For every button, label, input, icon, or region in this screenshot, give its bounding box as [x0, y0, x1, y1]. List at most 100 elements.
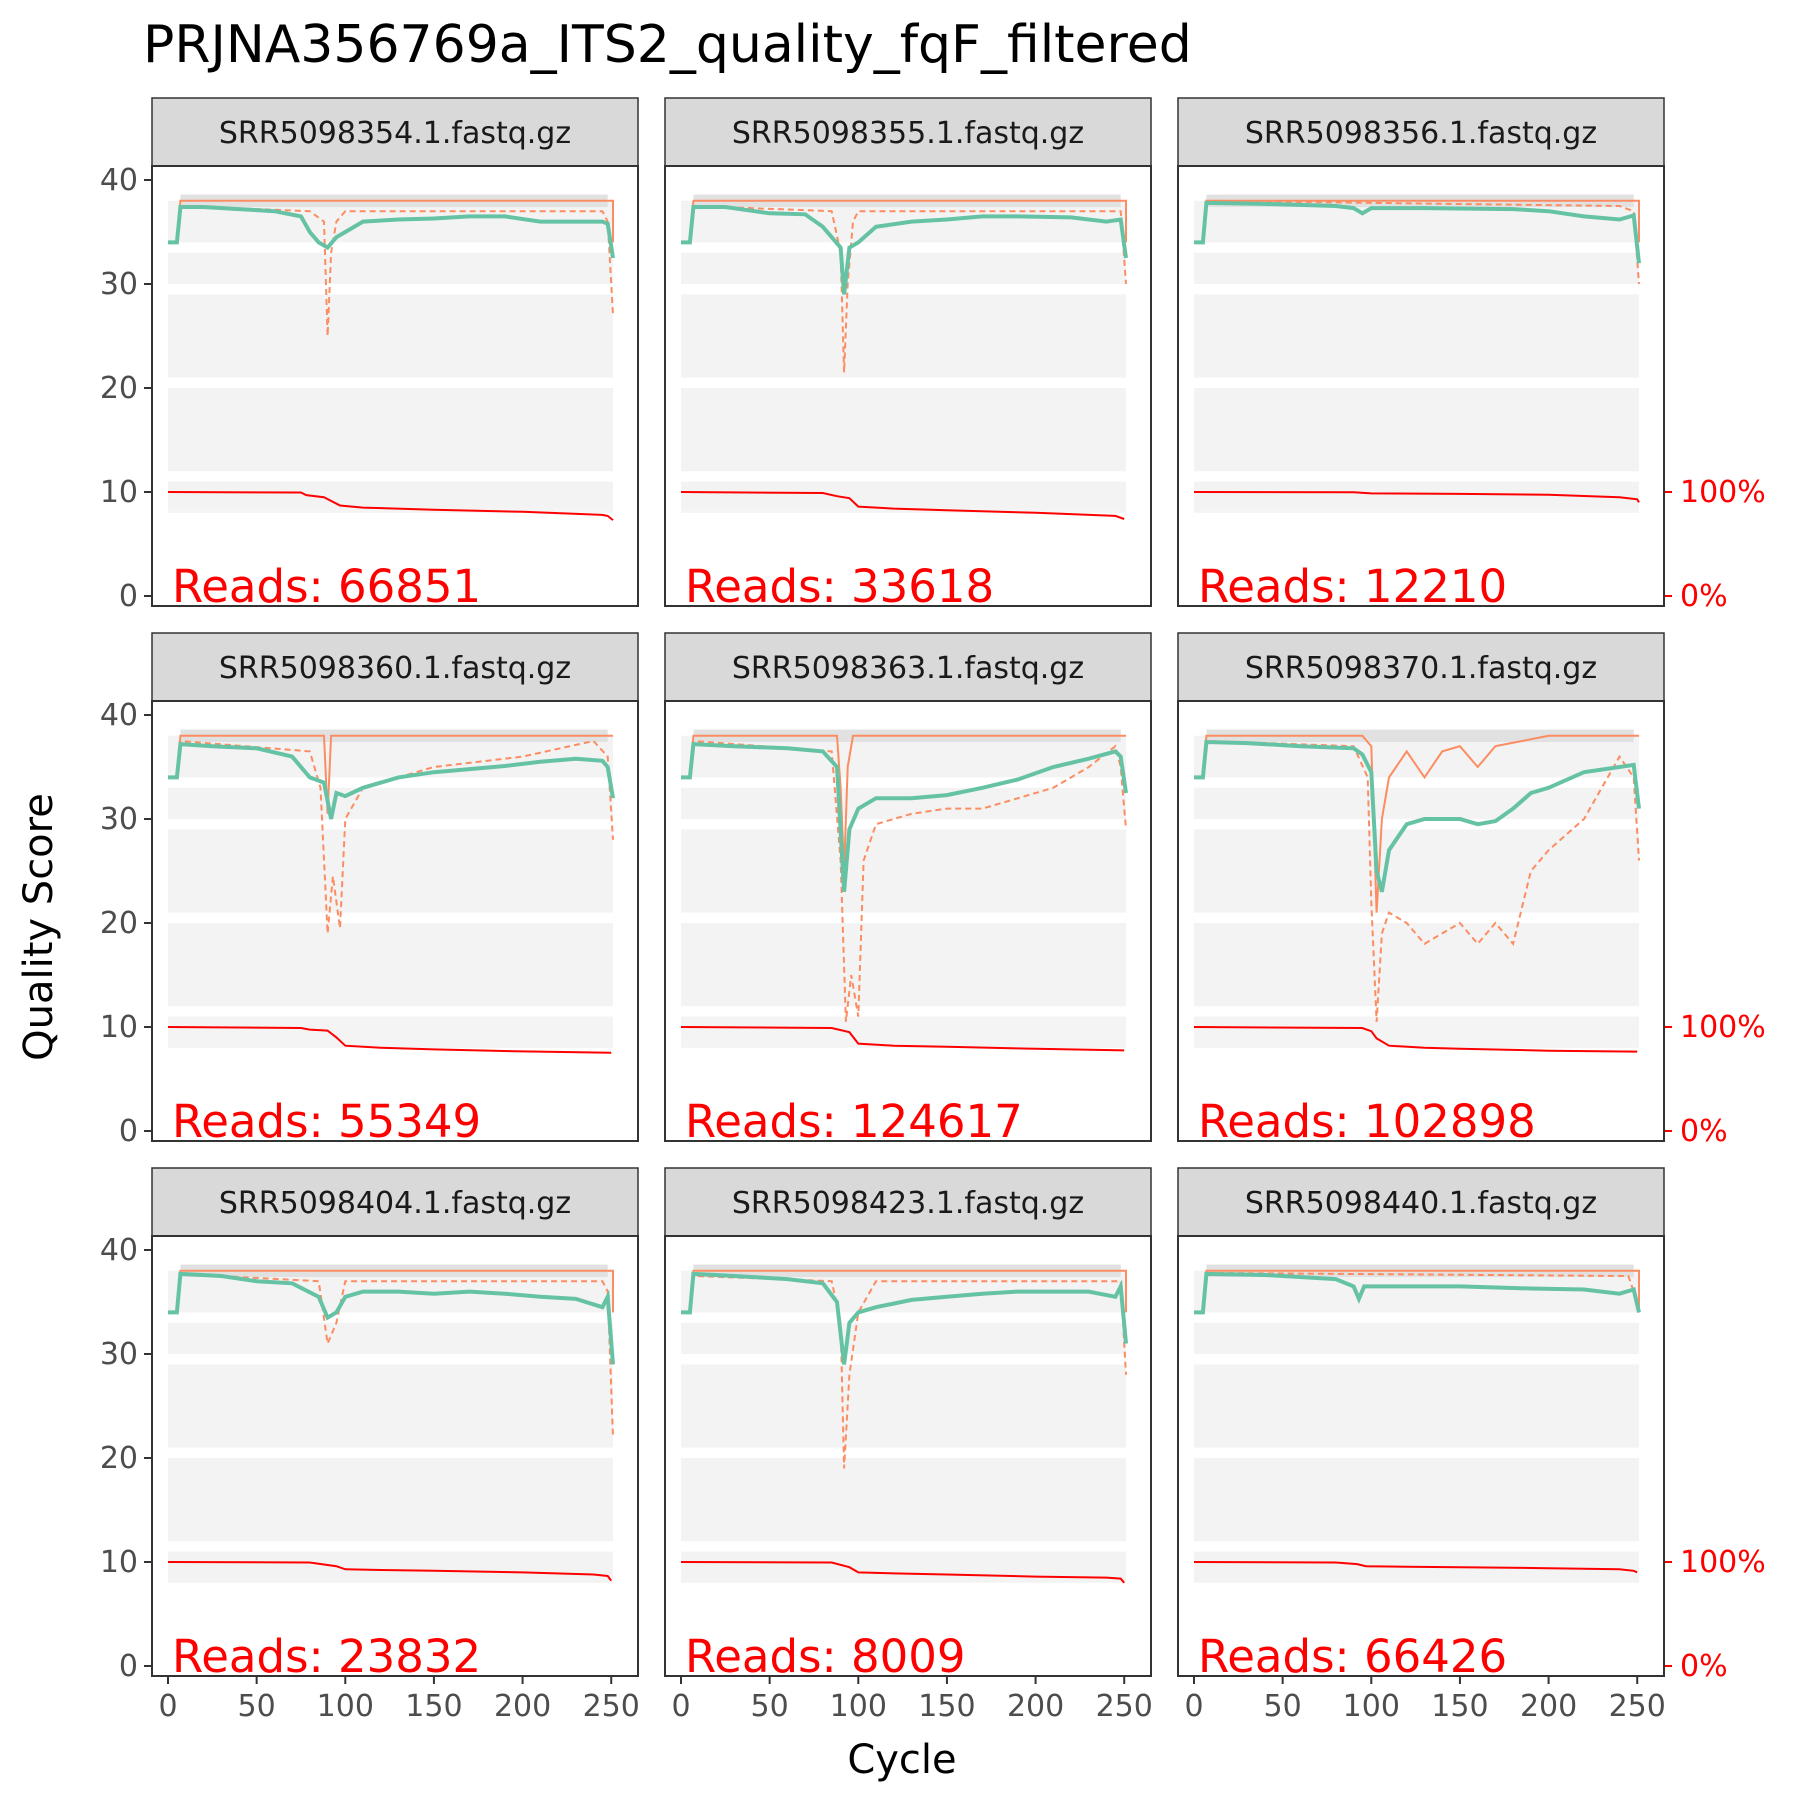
heatmap-band [168, 1551, 613, 1583]
y-tick-label: 20 [100, 906, 138, 941]
reads-count-label: Reads: 55349 [172, 1095, 481, 1148]
facet-panel-border [664, 1235, 1152, 1677]
heatmap-band [168, 787, 613, 819]
x-tick-label: 50 [1264, 1689, 1302, 1724]
x-tick-label: 100 [1343, 1689, 1400, 1724]
y-tick-label: 0 [119, 1649, 138, 1684]
y-tick-label: 40 [100, 1233, 138, 1268]
secondary-y-tick-label: 100% [1680, 475, 1766, 510]
facet-panel-border [1177, 700, 1665, 1142]
reads-count-label: Reads: 8009 [685, 1630, 966, 1683]
heatmap-band [168, 1322, 613, 1354]
y-tick-label: 10 [100, 1010, 138, 1045]
facet-strip [664, 632, 1152, 702]
heatmap-top-band [1206, 729, 1634, 743]
y-tick-label: 20 [100, 1441, 138, 1476]
q75-line [1194, 734, 1639, 913]
y-tick-label: 30 [100, 267, 138, 302]
secondary-y-tick-label: 0% [1680, 1114, 1728, 1149]
quality-heatmap [681, 1264, 1126, 1583]
facet-strip-label: SRR5098354.1.fastq.gz [219, 116, 571, 151]
facet-strip-label: SRR5098355.1.fastq.gz [732, 116, 1084, 151]
facet-panel-border [151, 165, 639, 607]
heatmap-band [681, 294, 1126, 378]
heatmap-band [168, 1458, 613, 1542]
q25-line [168, 739, 614, 934]
reads-count-label: Reads: 124617 [685, 1095, 1023, 1148]
facet-strip [1177, 97, 1665, 167]
heatmap-band [681, 735, 1126, 778]
facet-panel-border [151, 1235, 639, 1677]
facet-panel-background [152, 1236, 638, 1676]
x-tick-label: 0 [671, 1689, 690, 1724]
facet-panel: SRR5098354.1.fastq.gz 0 10 20 30 40 Reads: 668… [100, 97, 639, 614]
heatmap-band [1194, 1364, 1639, 1448]
facet-panel: SRR5098404.1.fastq.gz 0 10 20 30 40 0 50 100 150 2… [100, 1167, 640, 1724]
cumulative-reads-line [1193, 1026, 1638, 1053]
facet-panel-background [152, 701, 638, 1141]
mean-quality-line [681, 1271, 1128, 1365]
facet-strip-label: SRR5098404.1.fastq.gz [219, 1186, 571, 1221]
reads-count-label: Reads: 102898 [1198, 1095, 1536, 1148]
heatmap-band [1194, 1458, 1639, 1542]
facet-strip-label: SRR5098363.1.fastq.gz [732, 651, 1084, 686]
chart-title: PRJNA356769a_ITS2_quality_fqF_filtered [143, 15, 1192, 75]
heatmap-band [1194, 294, 1639, 378]
y-tick-label: 40 [100, 698, 138, 733]
y-tick-label: 0 [119, 1114, 138, 1149]
y-tick-label: 30 [100, 802, 138, 837]
y-tick-label: 0 [119, 579, 138, 614]
reads-count-label: Reads: 66426 [1198, 1630, 1507, 1683]
facet-strip [151, 97, 639, 167]
heatmap-band [168, 829, 613, 913]
quality-heatmap [1194, 1264, 1639, 1583]
x-tick-label: 100 [830, 1689, 887, 1724]
mean-quality-line [681, 205, 1128, 295]
heatmap-band [681, 923, 1126, 1007]
cumulative-reads-line [1193, 491, 1640, 503]
secondary-y-tick-label: 0% [1680, 1649, 1728, 1684]
facet-strip [664, 1167, 1152, 1237]
heatmap-band [168, 388, 613, 472]
mean-quality-line [168, 741, 615, 820]
heatmap-band [1194, 1270, 1639, 1313]
quality-heatmap [681, 194, 1126, 513]
cumulative-reads-line [1193, 1561, 1638, 1574]
facet-panel-border [1177, 1235, 1665, 1677]
heatmap-band [168, 1016, 613, 1048]
facet-panel-background [152, 166, 638, 606]
mean-quality-line [681, 742, 1128, 892]
heatmap-band [1194, 252, 1639, 284]
facet-panel: SRR5098370.1.fastq.gz 0% 100% Reads: 102898 [1177, 632, 1766, 1149]
quality-heatmap [681, 729, 1126, 1048]
facet-strip-label: SRR5098360.1.fastq.gz [219, 651, 571, 686]
x-tick-label: 250 [583, 1689, 640, 1724]
cumulative-reads-line [680, 1026, 1125, 1052]
y-axis-title: Quality Score [16, 793, 62, 1061]
facet-panel: SRR5098440.1.fastq.gz 0 50 100 150 200 250 0% 10… [1177, 1167, 1766, 1724]
facet-strip-label: SRR5098370.1.fastq.gz [1245, 651, 1597, 686]
heatmap-band [681, 1458, 1126, 1542]
x-tick-label: 0 [1184, 1689, 1203, 1724]
heatmap-band [168, 252, 613, 284]
facet-panel-border [1177, 165, 1665, 607]
q25-line [681, 739, 1127, 1022]
facet-panel-background [665, 701, 1151, 1141]
x-tick-label: 200 [494, 1689, 551, 1724]
cumulative-reads-line [680, 1561, 1125, 1584]
quality-heatmap [168, 1264, 613, 1583]
heatmap-band [681, 1016, 1126, 1048]
facet-panel-border [664, 700, 1152, 1142]
secondary-y-tick-label: 0% [1680, 579, 1728, 614]
facet-panel-background [1178, 1236, 1664, 1676]
heatmap-band [1194, 1016, 1639, 1048]
secondary-y-tick-label: 100% [1680, 1010, 1766, 1045]
reads-count-label: Reads: 33618 [685, 560, 994, 613]
quality-heatmap [1194, 729, 1639, 1048]
heatmap-band [681, 388, 1126, 472]
y-tick-label: 20 [100, 371, 138, 406]
x-tick-label: 150 [1431, 1689, 1488, 1724]
x-tick-label: 50 [238, 1689, 276, 1724]
mean-quality-line [1194, 200, 1641, 264]
y-tick-label: 30 [100, 1337, 138, 1372]
